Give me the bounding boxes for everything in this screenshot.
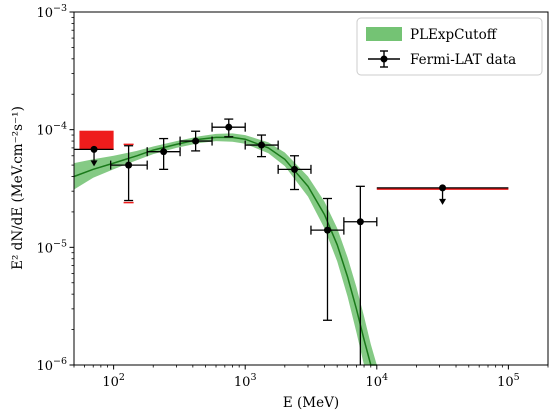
upper-limit-1 xyxy=(74,145,114,167)
data-point-marker xyxy=(125,161,133,169)
data-point-7 xyxy=(310,197,345,321)
upper-limit-arrow-head xyxy=(90,160,98,167)
x-tick-label: 103 xyxy=(234,372,257,390)
data-points-layer xyxy=(74,118,509,365)
legend: PLExpCutoff Fermi-LAT data xyxy=(356,17,543,76)
data-point-6 xyxy=(277,155,312,191)
legend-frame xyxy=(356,17,543,76)
plot-frame xyxy=(73,11,549,366)
upper-limit-arrow-head xyxy=(439,198,447,205)
data-point-4 xyxy=(211,118,246,138)
legend-data-marker xyxy=(368,50,400,68)
x-axis-ticks: 102 103 104 105 xyxy=(73,365,549,390)
model-band-layer xyxy=(73,133,377,366)
data-point-8 xyxy=(343,185,378,365)
data-point-marker xyxy=(225,123,233,131)
data-point-5 xyxy=(244,134,279,158)
data-point-marker xyxy=(160,148,168,156)
data-point-marker xyxy=(291,165,299,173)
y-tick-label: 10−4 xyxy=(36,121,67,139)
upper-limit-marker xyxy=(439,184,447,192)
y-tick-label: 10−5 xyxy=(36,238,67,256)
data-point-marker xyxy=(323,226,331,234)
legend-model-swatch xyxy=(366,27,402,41)
data-point-2 xyxy=(146,137,181,170)
red-flux-box xyxy=(79,130,114,150)
legend-data-label: Fermi-LAT data xyxy=(410,52,516,68)
data-point-1 xyxy=(110,145,148,202)
data-point-marker xyxy=(258,141,266,149)
legend-model-label: PLExpCutoff xyxy=(410,27,498,43)
model-curve xyxy=(73,136,377,366)
data-point-marker xyxy=(356,218,364,226)
y-axis-label: E² dN/dE (MeV.cm⁻²s⁻¹) xyxy=(10,106,26,270)
y-tick-label: 10−6 xyxy=(36,356,67,374)
x-tick-label: 105 xyxy=(497,372,520,390)
y-tick-label: 10−3 xyxy=(36,3,67,21)
x-tick-label: 102 xyxy=(102,372,125,390)
legend-data-dot xyxy=(380,55,388,63)
data-point-3 xyxy=(179,130,213,152)
data-point-marker xyxy=(192,137,200,145)
x-tick-label: 104 xyxy=(365,372,388,390)
upper-limit-marker xyxy=(90,145,98,153)
y-axis-ticks: 10−6 10−5 10−4 10−3 xyxy=(36,3,74,374)
upper-limit-2 xyxy=(376,184,509,205)
x-axis-label: E (MeV) xyxy=(283,395,339,411)
